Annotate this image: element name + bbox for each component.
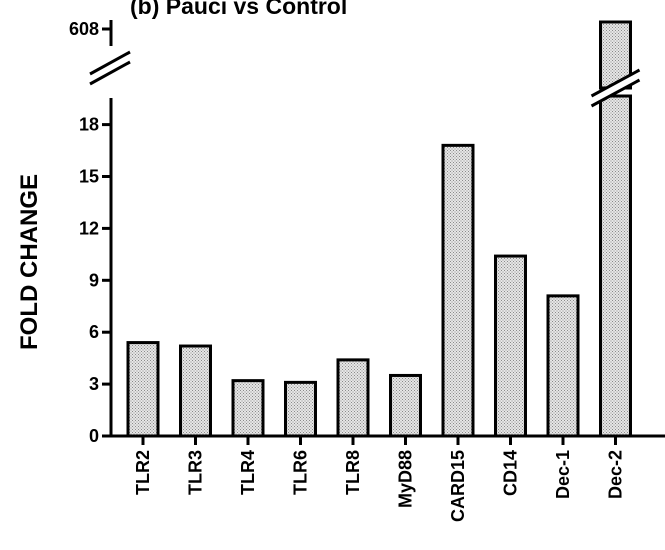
bar-tlr8	[336, 358, 370, 438]
x-axis-categories: TLR2 TLR3 TLR4 TLR6 TLR8 MyD88 CARD15 CD14 Dec-1…	[133, 436, 626, 522]
y-tick-label: 0	[89, 426, 99, 446]
x-category-label: Dec-1	[553, 450, 573, 499]
bar-tlr3	[179, 344, 212, 438]
y-tick-label: 6	[89, 322, 99, 342]
bar-dec-1	[546, 294, 580, 438]
y-tick-label: 9	[89, 270, 99, 290]
bars-group	[126, 20, 632, 438]
bar-tlr6	[284, 380, 317, 438]
chart-title: (b) Pauci vs Control	[130, 0, 347, 19]
x-category-label: Dec-2	[606, 450, 626, 499]
x-category-label: TLR8	[343, 450, 363, 495]
axis-break-marks	[89, 50, 641, 108]
y-tick-label: 15	[79, 167, 99, 187]
x-category-label: TLR6	[291, 450, 311, 495]
y-tick-label: 18	[79, 115, 99, 135]
x-category-label: TLR4	[238, 450, 258, 495]
bar-tlr2	[126, 341, 160, 438]
x-category-label: TLR2	[133, 450, 153, 495]
bar-tlr4	[231, 379, 265, 438]
bar-break-gap	[591, 70, 640, 106]
y-axis-break-mark	[89, 60, 131, 86]
y-tick-label: 3	[89, 374, 99, 394]
bar-break-mark	[590, 78, 641, 108]
x-category-label: MyD88	[396, 450, 416, 508]
bar-card15	[441, 143, 475, 438]
bar-myd88	[389, 373, 422, 438]
x-category-label: TLR3	[186, 450, 206, 495]
bar-dec-2	[599, 94, 632, 438]
y-axis-ticks: 0 3 6 9 12 15 18 608	[69, 19, 111, 446]
bar-cd14	[494, 254, 527, 438]
y-tick-label: 12	[79, 218, 99, 238]
y-axis-title: FOLD CHANGE	[16, 174, 43, 350]
y-tick-label: 608	[69, 19, 99, 39]
bar-break-mark	[590, 68, 641, 98]
x-category-label: CARD15	[448, 450, 468, 522]
x-category-label: CD14	[501, 450, 521, 496]
y-axis-break-mark	[89, 50, 131, 76]
